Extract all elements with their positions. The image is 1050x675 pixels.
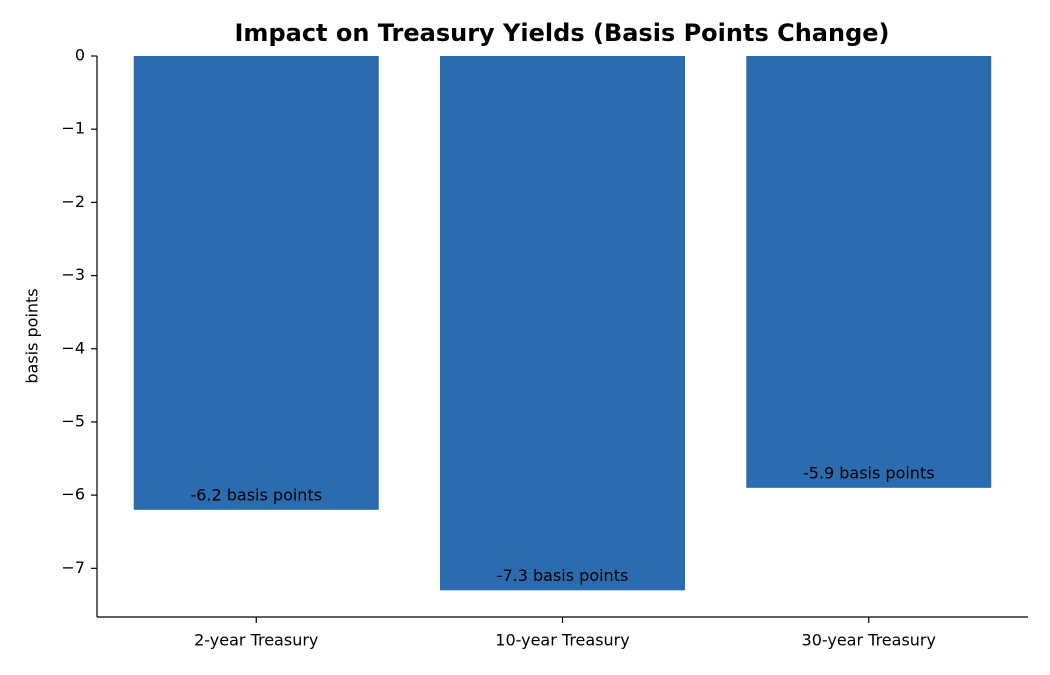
y-tick-label: −2	[61, 192, 85, 211]
y-tick-label: −5	[61, 411, 85, 430]
y-tick-label: −3	[61, 265, 85, 284]
x-tick-label: 10-year Treasury	[495, 631, 629, 650]
value-label: -5.9 basis points	[803, 463, 935, 482]
y-tick-label: 0	[75, 46, 85, 65]
y-tick-label: −7	[61, 558, 85, 577]
bar	[133, 56, 379, 510]
chart-title: Impact on Treasury Yields (Basis Points …	[235, 19, 890, 47]
value-label: -6.2 basis points	[190, 485, 322, 504]
x-tick-label: 2-year Treasury	[194, 631, 318, 650]
y-axis-label: basis points	[23, 288, 42, 383]
y-tick-label: −1	[61, 119, 85, 138]
y-tick-label: −4	[61, 338, 85, 357]
bar	[440, 56, 685, 591]
x-tick-label: 30-year Treasury	[802, 631, 936, 650]
value-label: -7.3 basis points	[497, 566, 629, 585]
y-tick-label: −6	[61, 485, 85, 504]
bar	[746, 56, 992, 488]
